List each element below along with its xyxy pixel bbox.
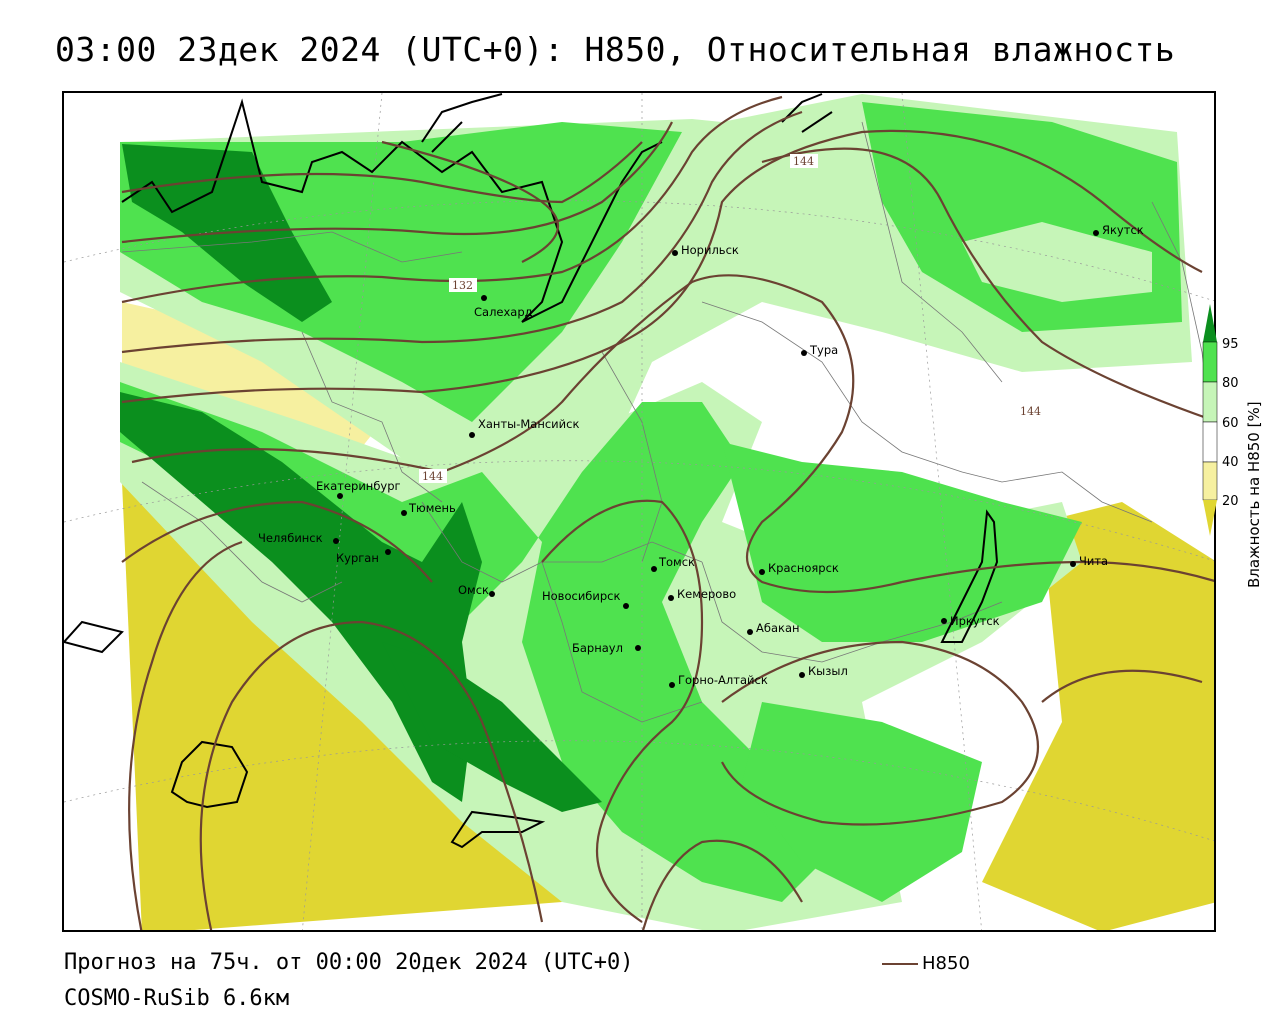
colorbar-tick-80: 80 <box>1222 376 1239 391</box>
city-label-barnaul: Барнаул <box>572 641 623 655</box>
lake-baikal <box>940 509 999 643</box>
isoline-150-ring <box>541 499 704 923</box>
colorbar-20 <box>1202 461 1218 501</box>
city-label-omsk: Омск <box>458 583 489 597</box>
city-dot-norilsk <box>672 250 678 256</box>
city-dot-chelyabinsk <box>333 538 339 544</box>
city-label-yakutsk: Якутск <box>1102 223 1144 237</box>
contour-legend-label: H850 <box>922 953 970 974</box>
coast-yamal <box>121 98 663 323</box>
isoline-156 <box>128 540 243 930</box>
rh-95-region-south <box>382 642 602 812</box>
colorbar-tick-60: 60 <box>1222 416 1239 431</box>
isoline-128 <box>121 121 673 244</box>
city-label-yekaterinburg: Екатеринбург <box>316 479 401 493</box>
isoline-labels: 132 144 144 144 <box>419 154 1045 483</box>
isoline-136 <box>121 110 803 354</box>
isoline-140 <box>121 129 1203 404</box>
city-dot-kyzyl <box>799 672 805 678</box>
graticule <box>64 93 1214 930</box>
city-label-novosibirsk: Новосибирск <box>542 589 620 603</box>
colorbar-cap-bottom <box>1203 500 1217 536</box>
city-dot-irkutsk <box>941 618 947 624</box>
contour-legend-line <box>882 963 918 965</box>
city-dot-krasnoyarsk <box>759 569 765 575</box>
isoline-144-east <box>901 560 1214 584</box>
city-dot-kemerovo <box>668 595 674 601</box>
city-dot-gorno-altaysk <box>669 682 675 688</box>
rh-0-region-east <box>982 502 1214 930</box>
rh-95-region-ural <box>120 392 482 802</box>
humidity-map: 132 144 144 144 Норильск Якутск Салехард… <box>64 93 1214 930</box>
colorbar-tick-40: 40 <box>1222 455 1239 470</box>
colorbar-60 <box>1202 381 1218 423</box>
forecast-info: Прогноз на 75ч. от 00:00 20дек 2024 (UTC… <box>64 950 634 975</box>
isoline-label-144-east: 144 <box>1020 405 1041 418</box>
isoline-160 <box>1041 669 1203 703</box>
map-title: 03:00 23дек 2024 (UTC+0): H850, Относите… <box>55 30 1176 69</box>
city-dot-kurgan <box>385 549 391 555</box>
isoline-132 <box>121 95 783 304</box>
city-label-khanty-mansiysk: Ханты-Мансийск <box>478 417 579 431</box>
city-label-irkutsk: Иркутск <box>950 614 1000 628</box>
city-dot-chita <box>1070 561 1076 567</box>
model-name: COSMO-RuSib 6.6км <box>64 986 290 1011</box>
city-label-tyumen: Тюмень <box>408 501 456 515</box>
city-dot-tyumen <box>401 510 407 516</box>
colorbar-80 <box>1202 341 1218 383</box>
isoline-152 <box>199 620 544 930</box>
colorbar-tick-20: 20 <box>1222 494 1239 509</box>
colorbar-cap-top <box>1203 304 1217 342</box>
admin-borders <box>121 121 1213 723</box>
isoline-120 <box>381 140 560 263</box>
city-label-kyzyl: Кызыл <box>808 664 848 678</box>
city-label-gorno-altaysk: Горно-Алтайск <box>678 673 768 687</box>
isoline-label-144-west: 144 <box>422 470 443 483</box>
h850-isolines <box>121 95 1214 930</box>
city-label-salekhard: Салехард <box>474 305 533 319</box>
city-label-tomsk: Томск <box>658 555 695 569</box>
rh-fill-layer <box>120 94 1214 930</box>
map-frame: 132 144 144 144 Норильск Якутск Салехард… <box>62 91 1216 932</box>
coast-taimyr <box>781 93 833 133</box>
city-label-chelyabinsk: Челябинск <box>258 531 323 545</box>
city-label-norilsk: Норильск <box>681 243 739 257</box>
city-dot-salekhard <box>481 295 487 301</box>
isoline-label-144-north: 144 <box>793 155 814 168</box>
city-dot-yekaterinburg <box>337 493 343 499</box>
isoline-162 <box>642 839 803 930</box>
city-label-kurgan: Курган <box>336 551 379 565</box>
city-dot-omsk <box>489 591 495 597</box>
isoline-124 <box>121 141 643 204</box>
humidity-colorbar <box>1202 304 1218 536</box>
isoline-158 <box>721 640 1040 826</box>
colorbar-tick-95: 95 <box>1222 337 1239 352</box>
rh-80-region-southeast <box>742 702 982 902</box>
rh-60-region-yakutsk-core <box>962 222 1152 302</box>
city-label-tura: Тура <box>809 343 838 357</box>
isoline-144-north <box>761 147 1214 422</box>
city-dot-barnaul <box>635 645 641 651</box>
city-dot-novosibirsk <box>623 603 629 609</box>
colorbar-label: Влажность на H850 [%] <box>1245 401 1263 588</box>
isoline-label-132: 132 <box>452 279 473 292</box>
city-label-krasnoyarsk: Красноярск <box>768 561 839 575</box>
coast-novaya-zemlya <box>421 93 503 153</box>
contour-legend: H850 <box>882 953 970 974</box>
city-label-chita: Чита <box>1079 554 1108 568</box>
city-label-abakan: Абакан <box>756 621 800 635</box>
coastlines <box>64 93 999 849</box>
isoline-148 <box>121 500 433 583</box>
city-markers: Норильск Якутск Салехард Тура Ханты-Манс… <box>258 223 1144 688</box>
coast-west <box>64 620 124 654</box>
city-dot-tura <box>801 350 807 356</box>
city-dot-yakutsk <box>1093 230 1099 236</box>
city-dot-abakan <box>747 629 753 635</box>
aral-coast <box>450 810 546 849</box>
colorbar-40 <box>1202 421 1218 463</box>
city-dot-khanty-mansiysk <box>469 432 475 438</box>
caspian-coast <box>170 740 249 809</box>
city-dot-tomsk <box>651 566 657 572</box>
city-label-kemerovo: Кемерово <box>677 587 736 601</box>
